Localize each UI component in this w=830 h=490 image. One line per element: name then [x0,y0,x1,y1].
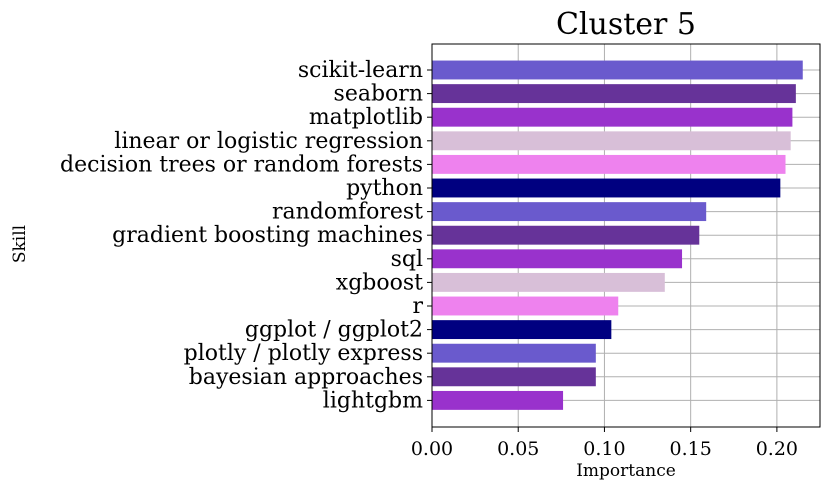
bar-bayesian-approaches [432,367,596,387]
bar-linear-or-logistic-regression [432,131,791,151]
y-tick-label: seaborn [334,82,423,107]
y-tick-label: sql [391,247,423,272]
bar-ggplot-ggplot2 [432,320,612,340]
bar-plotly-plotly-express [432,343,596,363]
bar-seaborn [432,84,796,104]
y-tick-label: bayesian approaches [189,365,423,390]
bar-xgboost [432,272,665,292]
y-tick-label: randomforest [272,200,423,225]
x-tick-label: 0.05 [497,438,539,460]
x-tick-label: 0.10 [583,438,625,460]
y-tick-label: plotly / plotly express [184,341,423,366]
bar-lightgbm [432,390,564,410]
bar-decision-trees-or-random-forests [432,154,786,174]
x-tick-label: 0.15 [670,438,712,460]
x-tick-label: 0.00 [411,438,453,460]
bar-python [432,178,781,198]
bars [432,60,803,410]
y-tick-label: matplotlib [309,105,423,130]
y-tick-label: linear or logistic regression [114,129,423,154]
y-tick-label: r [412,294,423,319]
y-tick-label: lightgbm [323,388,423,413]
bar-randomforest [432,202,707,222]
y-tick-label: decision trees or random forests [60,152,423,177]
bar-sql [432,249,683,269]
y-tick-label: python [346,176,423,201]
y-axis-label: Skill [10,225,30,263]
x-tick-label: 0.20 [756,438,798,460]
bar-scikit-learn [432,60,803,80]
bar-gradient-boosting-machines [432,225,700,245]
bar-matplotlib [432,107,793,127]
chart-title: Cluster 5 [556,7,696,42]
y-tick-label: scikit-learn [298,58,423,83]
bar-r [432,296,619,316]
x-axis-label: Importance [576,461,676,481]
y-tick-label: xgboost [336,270,423,295]
x-tick-labels: 0.00 0.05 0.10 0.15 0.20 [411,427,798,460]
y-tick-label: gradient boosting machines [112,223,423,248]
y-tick-label: ggplot / ggplot2 [245,318,423,343]
